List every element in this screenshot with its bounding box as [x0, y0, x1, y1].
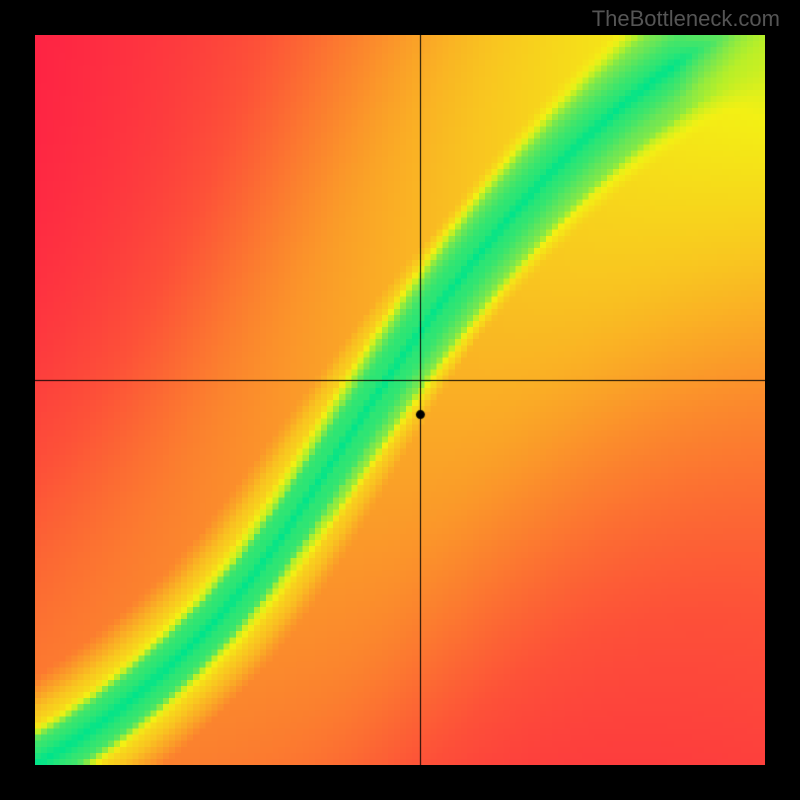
heatmap-overlay — [35, 35, 765, 765]
watermark-text: TheBottleneck.com — [592, 6, 780, 32]
stage: TheBottleneck.com — [0, 0, 800, 800]
